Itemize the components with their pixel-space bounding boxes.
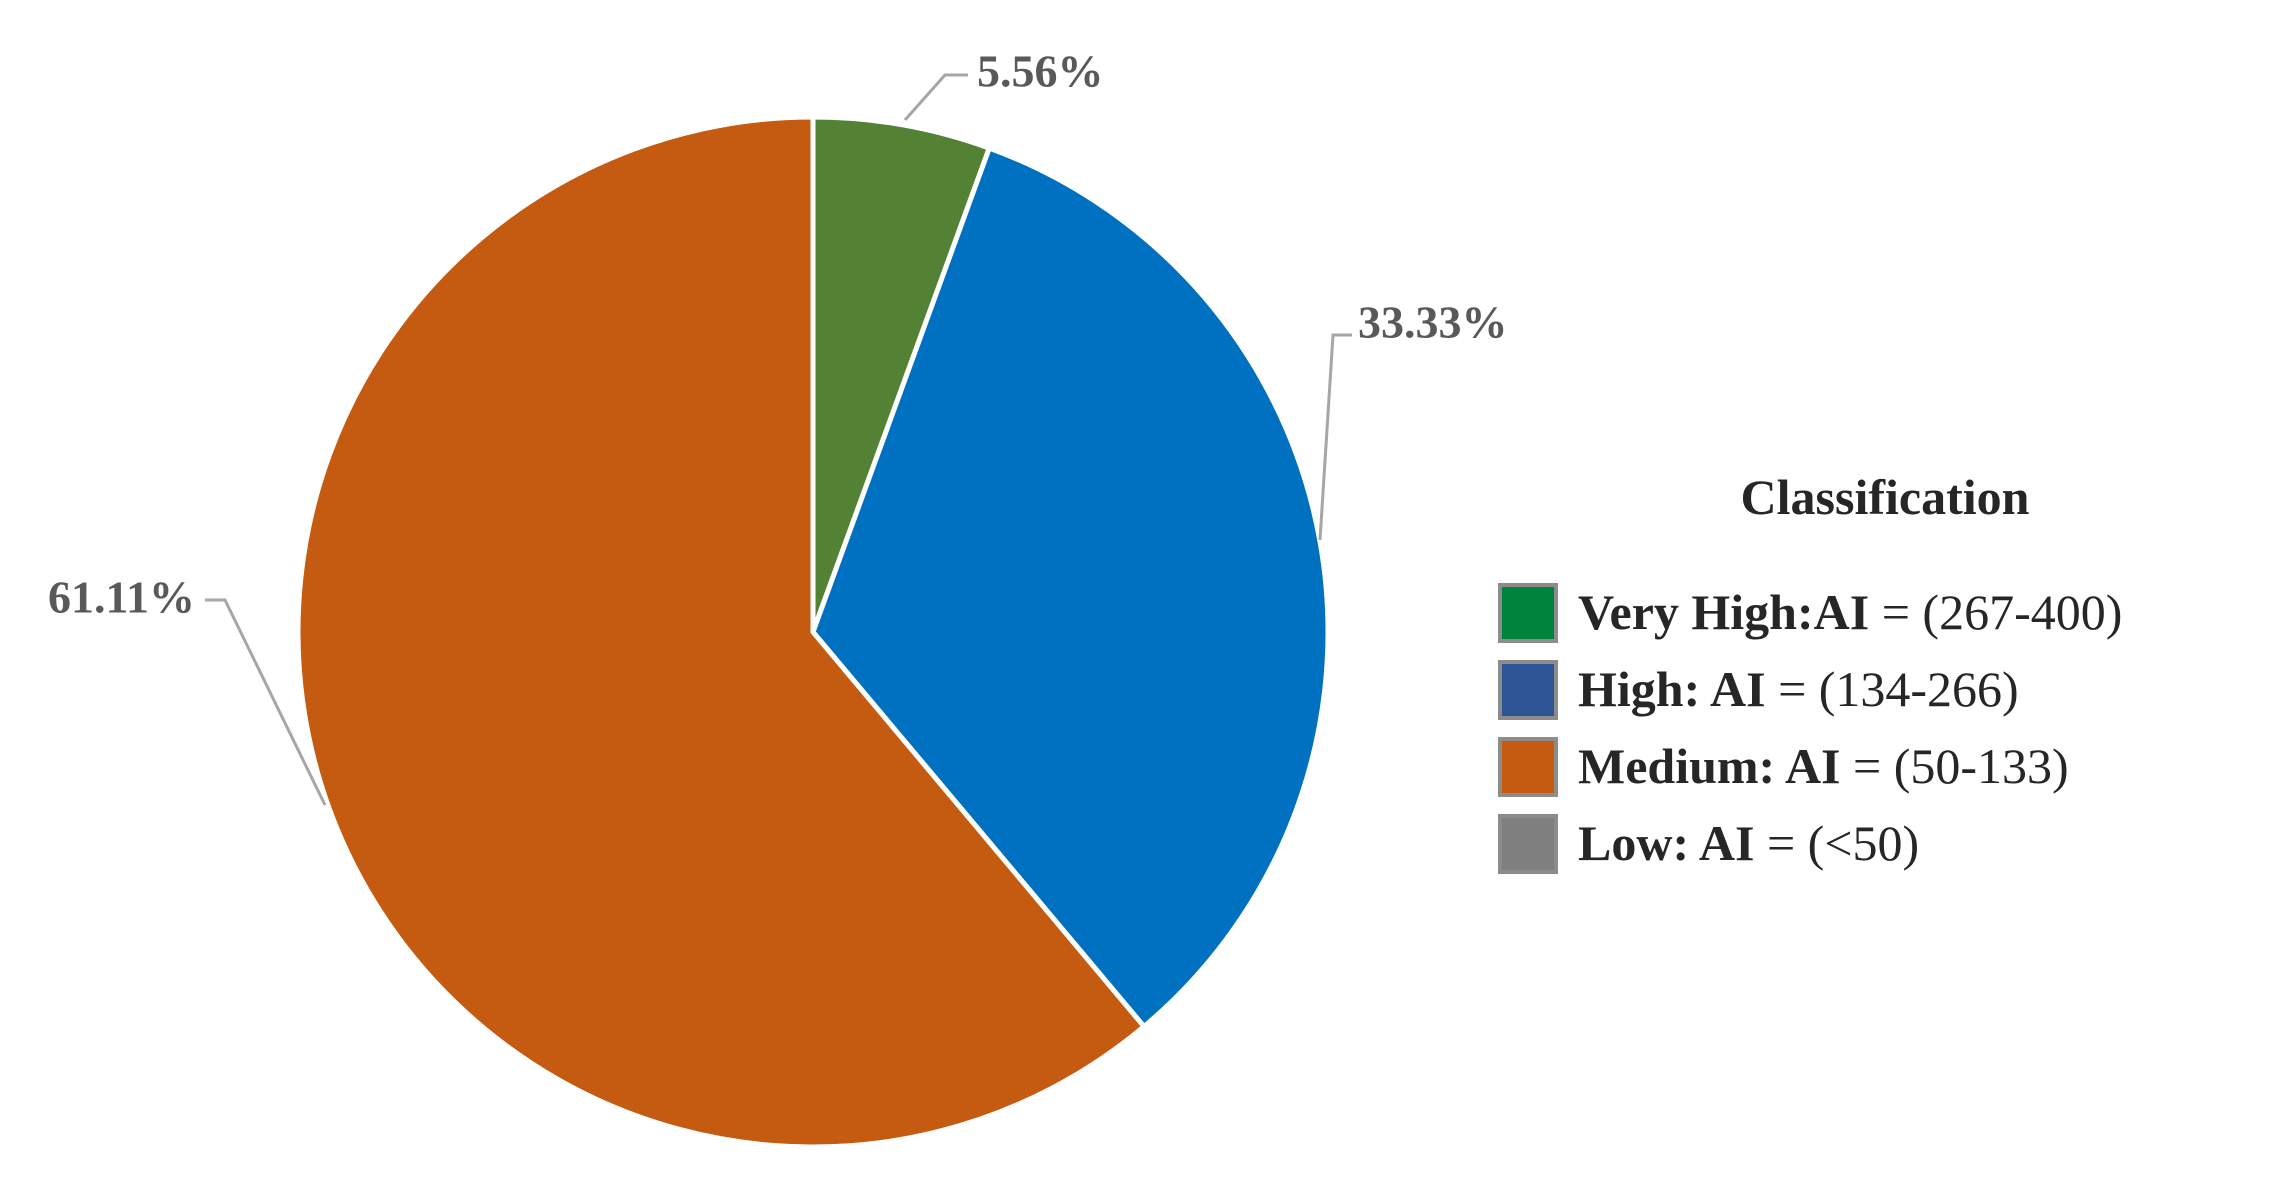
legend-item-medium: Medium: AI = (50-133) — [1498, 737, 2069, 797]
legend-item-low: Low: AI = (<50) — [1498, 814, 1919, 874]
legend-ai-prefix: AI — [1814, 584, 1870, 640]
legend-title: Classification — [1741, 469, 2030, 525]
legend-class-name: High: — [1578, 661, 1710, 717]
legend-range: = (134-266) — [1766, 661, 2019, 717]
legend: Classification Very High:AI = (267-400)H… — [1498, 469, 2122, 874]
legend-label-medium: Medium: AI = (50-133) — [1578, 738, 2069, 794]
legend-range: = (50-133) — [1841, 738, 2069, 794]
data-label-very-high: 5.56% — [977, 46, 1104, 97]
leader-line-high — [1318, 333, 1352, 541]
legend-range: = (267-400) — [1869, 584, 2122, 640]
leader-line-very-high — [903, 73, 968, 121]
legend-item-very-high: Very High:AI = (267-400) — [1498, 583, 2122, 643]
pie-slice-high — [810, 145, 1331, 1030]
legend-label-high: High: AI = (134-266) — [1578, 661, 2019, 717]
legend-ai-prefix: AI — [1710, 661, 1766, 717]
data-labels: 5.56% 33.33% 61.11% — [48, 46, 1507, 623]
legend-label-very-high: Very High:AI = (267-400) — [1578, 584, 2122, 640]
pie-slice-medium — [295, 114, 1147, 1150]
legend-ai-prefix: AI — [1699, 815, 1755, 871]
legend-class-name: Medium: — [1578, 738, 1785, 794]
legend-label-low: Low: AI = (<50) — [1578, 815, 1919, 871]
pie-slices — [295, 114, 1331, 1150]
data-label-high: 33.33% — [1358, 297, 1508, 348]
legend-class-name: Very High: — [1578, 584, 1814, 640]
legend-ai-prefix: AI — [1785, 738, 1841, 794]
leader-lines — [205, 73, 1352, 806]
pie-slice-very-high — [810, 114, 992, 635]
legend-class-name: Low: — [1578, 815, 1699, 871]
legend-swatch-very-high — [1498, 583, 1558, 643]
legend-item-high: High: AI = (134-266) — [1498, 660, 2019, 720]
data-label-medium: 61.11% — [48, 572, 195, 623]
legend-swatch-medium — [1498, 737, 1558, 797]
legend-items: Very High:AI = (267-400)High: AI = (134-… — [1498, 583, 2122, 874]
legend-swatch-high — [1498, 660, 1558, 720]
legend-swatch-low — [1498, 814, 1558, 874]
legend-range: = (<50) — [1754, 815, 1919, 871]
leader-line-medium — [205, 598, 327, 806]
